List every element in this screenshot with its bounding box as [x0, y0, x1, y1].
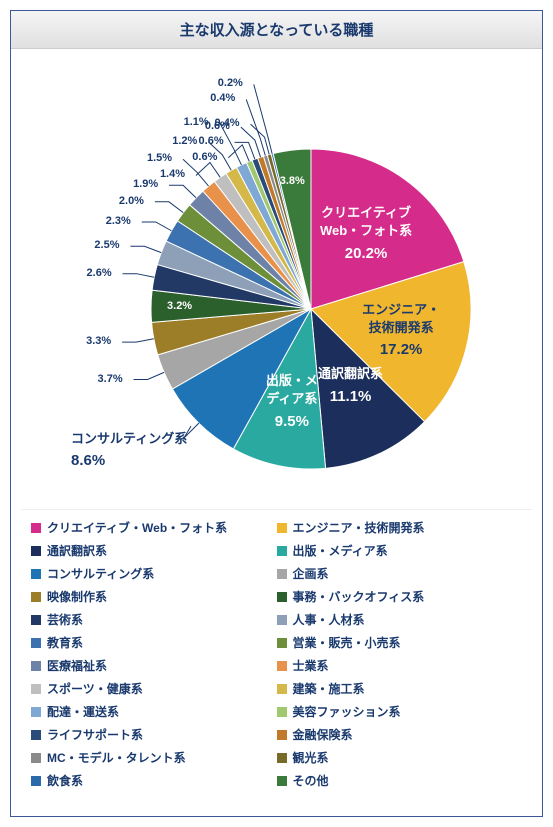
- legend-label: 士業系: [293, 657, 329, 674]
- legend-item: スポーツ・健康系: [31, 677, 277, 700]
- legend-swatch: [31, 753, 41, 763]
- legend-swatch: [277, 730, 287, 740]
- legend-item: 金融保険系: [277, 723, 523, 746]
- legend-label: 出版・メディア系: [293, 542, 388, 559]
- legend-item: ライフサポート系: [31, 723, 277, 746]
- legend-swatch: [277, 523, 287, 533]
- legend-item: コンサルティング系: [31, 562, 277, 585]
- legend-swatch: [277, 684, 287, 694]
- legend-label: 飲食系: [47, 772, 83, 789]
- legend-label: 教育系: [47, 634, 83, 651]
- legend-swatch: [277, 638, 287, 648]
- legend-swatch: [31, 730, 41, 740]
- legend-item: その他: [277, 769, 523, 792]
- legend-label: ライフサポート系: [47, 726, 143, 743]
- legend-swatch: [31, 707, 41, 717]
- legend-item: 美容ファッション系: [277, 700, 523, 723]
- legend-label: 医療福祉系: [47, 657, 107, 674]
- legend-item: 教育系: [31, 631, 277, 654]
- legend-swatch: [31, 546, 41, 556]
- legend-label: 観光系: [293, 749, 329, 766]
- legend-item: 建築・施工系: [277, 677, 523, 700]
- legend-label: 通訳翻訳系: [47, 542, 107, 559]
- legend-swatch: [31, 569, 41, 579]
- pie-chart: クリエイティブWeb・フォト系20.2%エンジニア・技術開発系17.2%通訳翻訳…: [21, 59, 531, 509]
- legend-swatch: [31, 523, 41, 533]
- legend-label: 配達・運送系: [47, 703, 119, 720]
- legend-label: 建築・施工系: [293, 680, 365, 697]
- legend-swatch: [277, 615, 287, 625]
- legend-label: コンサルティング系: [47, 565, 154, 582]
- legend-item: 観光系: [277, 746, 523, 769]
- legend-item: 企画系: [277, 562, 523, 585]
- legend-label: 映像制作系: [47, 588, 107, 605]
- legend-swatch: [277, 546, 287, 556]
- legend-swatch: [31, 638, 41, 648]
- title-bar: 主な収入源となっている職種: [11, 11, 542, 49]
- legend-item: 営業・販売・小売系: [277, 631, 523, 654]
- legend-item: エンジニア・技術開発系: [277, 516, 523, 539]
- chart-title: 主な収入源となっている職種: [180, 22, 374, 39]
- legend-swatch: [31, 661, 41, 671]
- legend-label: クリエイティブ・Web・フォト系: [47, 519, 227, 536]
- legend-swatch: [277, 707, 287, 717]
- legend-item: クリエイティブ・Web・フォト系: [31, 516, 277, 539]
- legend-label: 金融保険系: [293, 726, 353, 743]
- legend-swatch: [277, 592, 287, 602]
- chart-body: クリエイティブWeb・フォト系20.2%エンジニア・技術開発系17.2%通訳翻訳…: [11, 49, 542, 816]
- legend-item: 出版・メディア系: [277, 539, 523, 562]
- legend-swatch: [31, 684, 41, 694]
- legend-swatch: [277, 753, 287, 763]
- legend-label: 芸術系: [47, 611, 83, 628]
- legend-item: 医療福祉系: [31, 654, 277, 677]
- legend-swatch: [31, 592, 41, 602]
- legend-label: その他: [293, 772, 329, 789]
- legend-item: 人事・人材系: [277, 608, 523, 631]
- legend-item: 通訳翻訳系: [31, 539, 277, 562]
- legend-item: 飲食系: [31, 769, 277, 792]
- legend-label: 営業・販売・小売系: [293, 634, 401, 651]
- legend-item: 配達・運送系: [31, 700, 277, 723]
- legend-item: 芸術系: [31, 608, 277, 631]
- legend-swatch: [277, 776, 287, 786]
- legend-label: スポーツ・健康系: [47, 680, 143, 697]
- legend-swatch: [31, 776, 41, 786]
- legend-label: エンジニア・技術開発系: [293, 519, 425, 536]
- legend-item: 事務・バックオフィス系: [277, 585, 523, 608]
- legend-swatch: [277, 661, 287, 671]
- legend-item: 士業系: [277, 654, 523, 677]
- legend: クリエイティブ・Web・フォト系 エンジニア・技術開発系通訳翻訳系 出版・メディア系…: [21, 509, 532, 806]
- legend-label: 事務・バックオフィス系: [293, 588, 425, 605]
- chart-container: 主な収入源となっている職種 クリエイティブWeb・フォト系20.2%エンジニア・…: [10, 10, 543, 817]
- legend-label: 企画系: [293, 565, 329, 582]
- legend-label: 人事・人材系: [293, 611, 365, 628]
- legend-item: 映像制作系: [31, 585, 277, 608]
- legend-item: MC・モデル・タレント系: [31, 746, 277, 769]
- legend-swatch: [31, 615, 41, 625]
- legend-swatch: [277, 569, 287, 579]
- legend-label: 美容ファッション系: [293, 703, 401, 720]
- legend-label: MC・モデル・タレント系: [47, 749, 186, 766]
